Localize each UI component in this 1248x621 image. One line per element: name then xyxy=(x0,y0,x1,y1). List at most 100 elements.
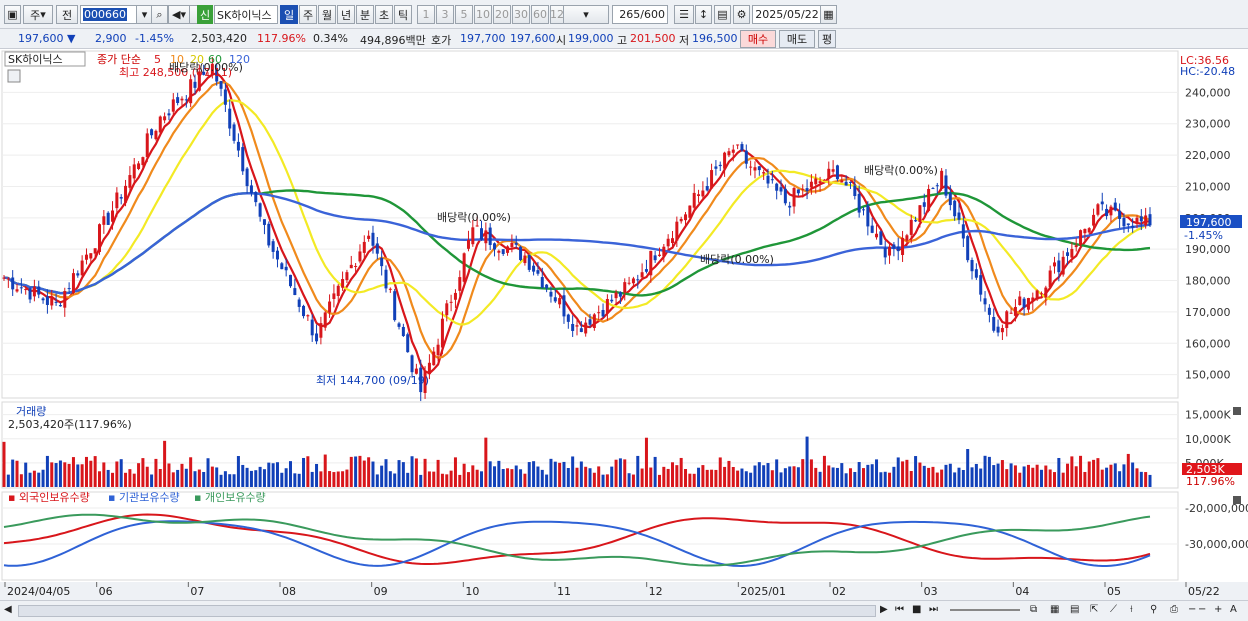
magnet-icon[interactable]: ⚲ xyxy=(1150,604,1158,615)
candle-body-90 xyxy=(393,291,397,321)
buy-button[interactable]: 매수 xyxy=(740,30,776,48)
candle-type-icon[interactable]: ☰ xyxy=(674,5,694,24)
period-tab-4[interactable]: 분 xyxy=(356,5,374,24)
settings-icon[interactable]: ⚙ xyxy=(733,5,750,24)
period-tab-5[interactable]: 초 xyxy=(375,5,393,24)
scroll-right-icon[interactable]: ▶ xyxy=(880,604,888,615)
interval-button-1[interactable]: 3 xyxy=(436,5,454,24)
volume-bar-203 xyxy=(883,471,887,487)
volume-bar-260 xyxy=(1131,462,1135,487)
volume-bar-209 xyxy=(909,471,913,487)
candle-body-68 xyxy=(297,299,301,307)
candle-body-116 xyxy=(506,246,510,253)
volume-bar-177 xyxy=(770,470,774,487)
sell-button[interactable]: 매도 xyxy=(779,30,815,48)
candle-body-153 xyxy=(666,238,670,247)
period-tab-2[interactable]: 월 xyxy=(318,5,336,24)
candle-body-0 xyxy=(2,277,6,279)
candle-body-40 xyxy=(176,97,180,103)
cursor-icon[interactable]: ⇱ xyxy=(1090,604,1099,615)
layout-icon[interactable]: ▤ xyxy=(1070,604,1080,615)
interval-button-0[interactable]: 1 xyxy=(417,5,435,24)
copy-icon[interactable]: ⧉ xyxy=(1030,604,1038,615)
zoom-fit-icon[interactable]: − xyxy=(1198,604,1207,615)
panel-config-icon[interactable] xyxy=(7,69,21,83)
interval-button-3[interactable]: 10 xyxy=(474,5,492,24)
search-icon[interactable]: ⌕ xyxy=(151,5,168,24)
candle-body-258 xyxy=(1122,217,1126,227)
volume-bar-53 xyxy=(232,474,236,487)
type-select[interactable]: 주 ▾ xyxy=(23,5,53,24)
volume-bar-54 xyxy=(236,456,240,487)
interval-select[interactable]: ▾ xyxy=(563,5,609,24)
zoom-out-icon[interactable]: − xyxy=(1188,604,1197,615)
candle-body-114 xyxy=(497,250,501,253)
scale-icon[interactable]: ↕ xyxy=(695,5,712,24)
volume-close-icon[interactable] xyxy=(1233,407,1241,415)
candle-body-95 xyxy=(414,368,418,374)
period-tab-3[interactable]: 년 xyxy=(337,5,355,24)
draw-icon[interactable]: ⟋ xyxy=(1110,604,1117,615)
interval-button-6[interactable]: 60 xyxy=(531,5,549,24)
min-label: 최저 144,700 (09/19) xyxy=(316,374,429,387)
candle-body-77 xyxy=(336,285,340,296)
candle-body-23 xyxy=(102,216,106,225)
zoom-in-icon[interactable]: + xyxy=(1214,604,1223,615)
volume-bar-85 xyxy=(371,461,375,487)
period-tab-6[interactable]: 틱 xyxy=(394,5,412,24)
holdings-close-icon[interactable] xyxy=(1233,496,1241,504)
legend-institution: ▪ 기관보유수량 xyxy=(108,491,180,504)
volume-bar-234 xyxy=(1018,472,1022,487)
measure-icon[interactable]: ⟊ xyxy=(1130,604,1133,615)
volume-bar-194 xyxy=(844,473,848,487)
volume-bar-257 xyxy=(1118,471,1122,487)
count-input[interactable]: 265/600 xyxy=(612,5,668,24)
price-tick-2: 220,000 xyxy=(1185,149,1231,162)
eval-button[interactable]: 평 xyxy=(818,30,836,48)
volume-bar-111 xyxy=(484,437,488,487)
stop-icon[interactable]: ■ xyxy=(912,604,922,615)
volume-bar-26 xyxy=(115,461,119,487)
candle-body-120 xyxy=(523,255,527,264)
first-page-icon[interactable]: ⏮ xyxy=(895,604,904,615)
period-tab-1[interactable]: 주 xyxy=(299,5,317,24)
speaker-icon[interactable]: ◀▾ xyxy=(168,5,190,24)
auto-icon[interactable]: A xyxy=(1230,604,1237,615)
print-icon[interactable]: ⎙ xyxy=(1170,604,1178,615)
volume-bar-84 xyxy=(367,457,371,487)
save-icon[interactable]: ▤ xyxy=(714,5,731,24)
volume-bar-98 xyxy=(427,471,431,487)
candle-body-50 xyxy=(219,81,223,89)
scroll-track[interactable] xyxy=(18,605,876,617)
volume-bar-232 xyxy=(1009,463,1013,487)
interval-button-5[interactable]: 30 xyxy=(512,5,530,24)
volume-bar-220 xyxy=(957,467,961,487)
candle-body-239 xyxy=(1039,293,1043,295)
window-menu-icon[interactable]: ▣ xyxy=(4,5,21,24)
period-tab-0[interactable]: 일 xyxy=(280,5,298,24)
tile-icon[interactable]: ▦ xyxy=(1050,604,1060,615)
candle-body-99 xyxy=(432,351,436,366)
last-page-icon[interactable]: ⏭ xyxy=(929,604,938,615)
interval-button-4[interactable]: 20 xyxy=(493,5,511,24)
prev-button[interactable]: 전 xyxy=(56,5,78,24)
volume-bar-175 xyxy=(762,465,766,487)
stock-code-input[interactable]: 000660 xyxy=(80,5,138,24)
x-tick-2: 07 xyxy=(190,585,204,598)
high-price: 201,500 xyxy=(630,32,676,45)
candle-body-86 xyxy=(375,243,379,254)
candle-body-141 xyxy=(614,292,618,299)
scroll-left-icon[interactable]: ◀ xyxy=(4,604,12,615)
volume-bar-99 xyxy=(432,471,436,487)
candle-body-123 xyxy=(536,270,540,274)
interval-button-2[interactable]: 5 xyxy=(455,5,473,24)
dividend-annotation-4: 배당락(0.00%) xyxy=(864,164,938,177)
candle-body-245 xyxy=(1066,252,1070,256)
date-input[interactable]: 2025/05/22 xyxy=(752,5,822,24)
candle-body-7 xyxy=(32,286,36,297)
scroll-bar[interactable]: ◀ ▶ ⏮ ■ ⏭ ⧉ ▦ ▤ ⇱ ⟋ ⟊ ⚲ ⎙ − − + A xyxy=(0,600,1248,621)
zoom-slider[interactable] xyxy=(950,609,1020,611)
calendar-icon[interactable]: ▦ xyxy=(820,5,837,24)
stock-chart[interactable]: 240,000230,000220,000210,000200,000190,0… xyxy=(0,49,1248,600)
candle-body-158 xyxy=(688,205,692,218)
